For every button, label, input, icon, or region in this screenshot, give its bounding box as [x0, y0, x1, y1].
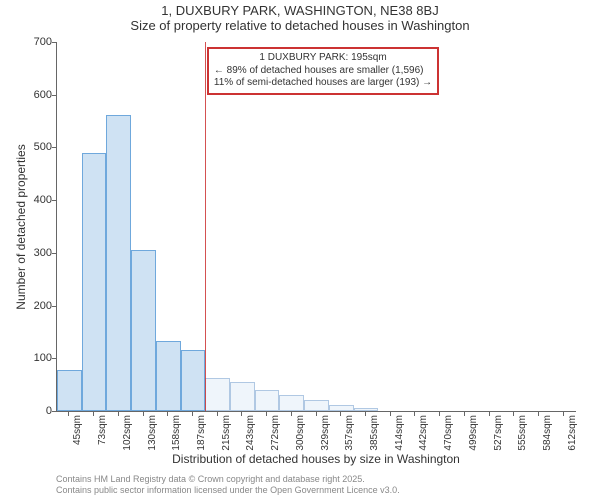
y-tick-label: 200: [8, 300, 52, 312]
x-tick-label: 102sqm: [122, 415, 133, 451]
bar: [354, 408, 379, 411]
x-tick-mark: [538, 412, 539, 416]
x-tick-mark: [390, 412, 391, 416]
x-tick-label: 243sqm: [245, 415, 256, 451]
y-tick-label: 500: [8, 141, 52, 153]
annotation-box: 1 DUXBURY PARK: 195sqm ← 89% of detached…: [207, 47, 439, 95]
x-tick-label: 555sqm: [517, 415, 528, 451]
x-tick-mark: [93, 412, 94, 416]
x-tick-mark: [291, 412, 292, 416]
x-tick-label: 329sqm: [320, 415, 331, 451]
x-tick-label: 215sqm: [221, 415, 232, 451]
y-tick-label: 300: [8, 247, 52, 259]
x-tick-label: 300sqm: [295, 415, 306, 451]
x-tick-label: 272sqm: [270, 415, 281, 451]
x-tick-mark: [266, 412, 267, 416]
x-tick-mark: [513, 412, 514, 416]
bar: [106, 115, 131, 411]
x-tick-mark: [464, 412, 465, 416]
bar: [156, 341, 181, 411]
x-tick-label: 470sqm: [443, 415, 454, 451]
x-tick-mark: [340, 412, 341, 416]
chart-bars: [57, 42, 576, 411]
x-tick-mark: [118, 412, 119, 416]
marker-line: [205, 42, 206, 411]
bar: [329, 405, 354, 411]
x-tick-mark: [192, 412, 193, 416]
y-tick-label: 100: [8, 352, 52, 364]
x-axis-label: Distribution of detached houses by size …: [56, 452, 576, 466]
x-tick-mark: [563, 412, 564, 416]
x-tick-mark: [143, 412, 144, 416]
bar: [181, 350, 206, 411]
bar: [205, 378, 230, 411]
x-tick-mark: [241, 412, 242, 416]
x-tick-label: 158sqm: [171, 415, 182, 451]
x-tick-label: 187sqm: [196, 415, 207, 451]
x-tick-label: 414sqm: [394, 415, 405, 451]
x-tick-label: 442sqm: [418, 415, 429, 451]
bar: [255, 390, 280, 411]
x-tick-label: 527sqm: [493, 415, 504, 451]
credits: Contains HM Land Registry data © Crown c…: [56, 474, 400, 497]
x-tick-label: 73sqm: [97, 415, 108, 445]
bar: [57, 370, 82, 411]
x-tick-label: 45sqm: [72, 415, 83, 445]
x-tick-label: 385sqm: [369, 415, 380, 451]
plot-area: 1 DUXBURY PARK: 195sqm ← 89% of detached…: [56, 42, 576, 412]
y-tick-label: 600: [8, 89, 52, 101]
bar: [279, 395, 304, 411]
x-tick-mark: [68, 412, 69, 416]
x-tick-mark: [167, 412, 168, 416]
x-tick-label: 130sqm: [147, 415, 158, 451]
x-tick-mark: [489, 412, 490, 416]
annotation-line1: 1 DUXBURY PARK: 195sqm: [214, 52, 432, 65]
y-tick-label: 0: [8, 405, 52, 417]
credit-line1: Contains HM Land Registry data © Crown c…: [56, 474, 400, 485]
bar: [230, 382, 255, 411]
chart-title-line1: 1, DUXBURY PARK, WASHINGTON, NE38 8BJ: [0, 3, 600, 18]
x-tick-label: 612sqm: [567, 415, 578, 451]
x-tick-mark: [439, 412, 440, 416]
chart-title-line2: Size of property relative to detached ho…: [0, 18, 600, 33]
chart-container: 1, DUXBURY PARK, WASHINGTON, NE38 8BJ Si…: [0, 0, 600, 500]
x-tick-mark: [414, 412, 415, 416]
annotation-line2: ← 89% of detached houses are smaller (1,…: [214, 65, 432, 78]
bar: [304, 400, 329, 411]
y-tick-label: 400: [8, 194, 52, 206]
y-tick-label: 700: [8, 36, 52, 48]
x-tick-mark: [316, 412, 317, 416]
x-tick-label: 499sqm: [468, 415, 479, 451]
x-tick-mark: [217, 412, 218, 416]
bar: [82, 153, 107, 411]
x-tick-label: 357sqm: [344, 415, 355, 451]
chart-titles: 1, DUXBURY PARK, WASHINGTON, NE38 8BJ Si…: [0, 3, 600, 33]
credit-line2: Contains public sector information licen…: [56, 485, 400, 496]
x-tick-label: 584sqm: [542, 415, 553, 451]
bar: [131, 250, 156, 411]
annotation-line3: 11% of semi-detached houses are larger (…: [214, 77, 432, 90]
x-tick-mark: [365, 412, 366, 416]
